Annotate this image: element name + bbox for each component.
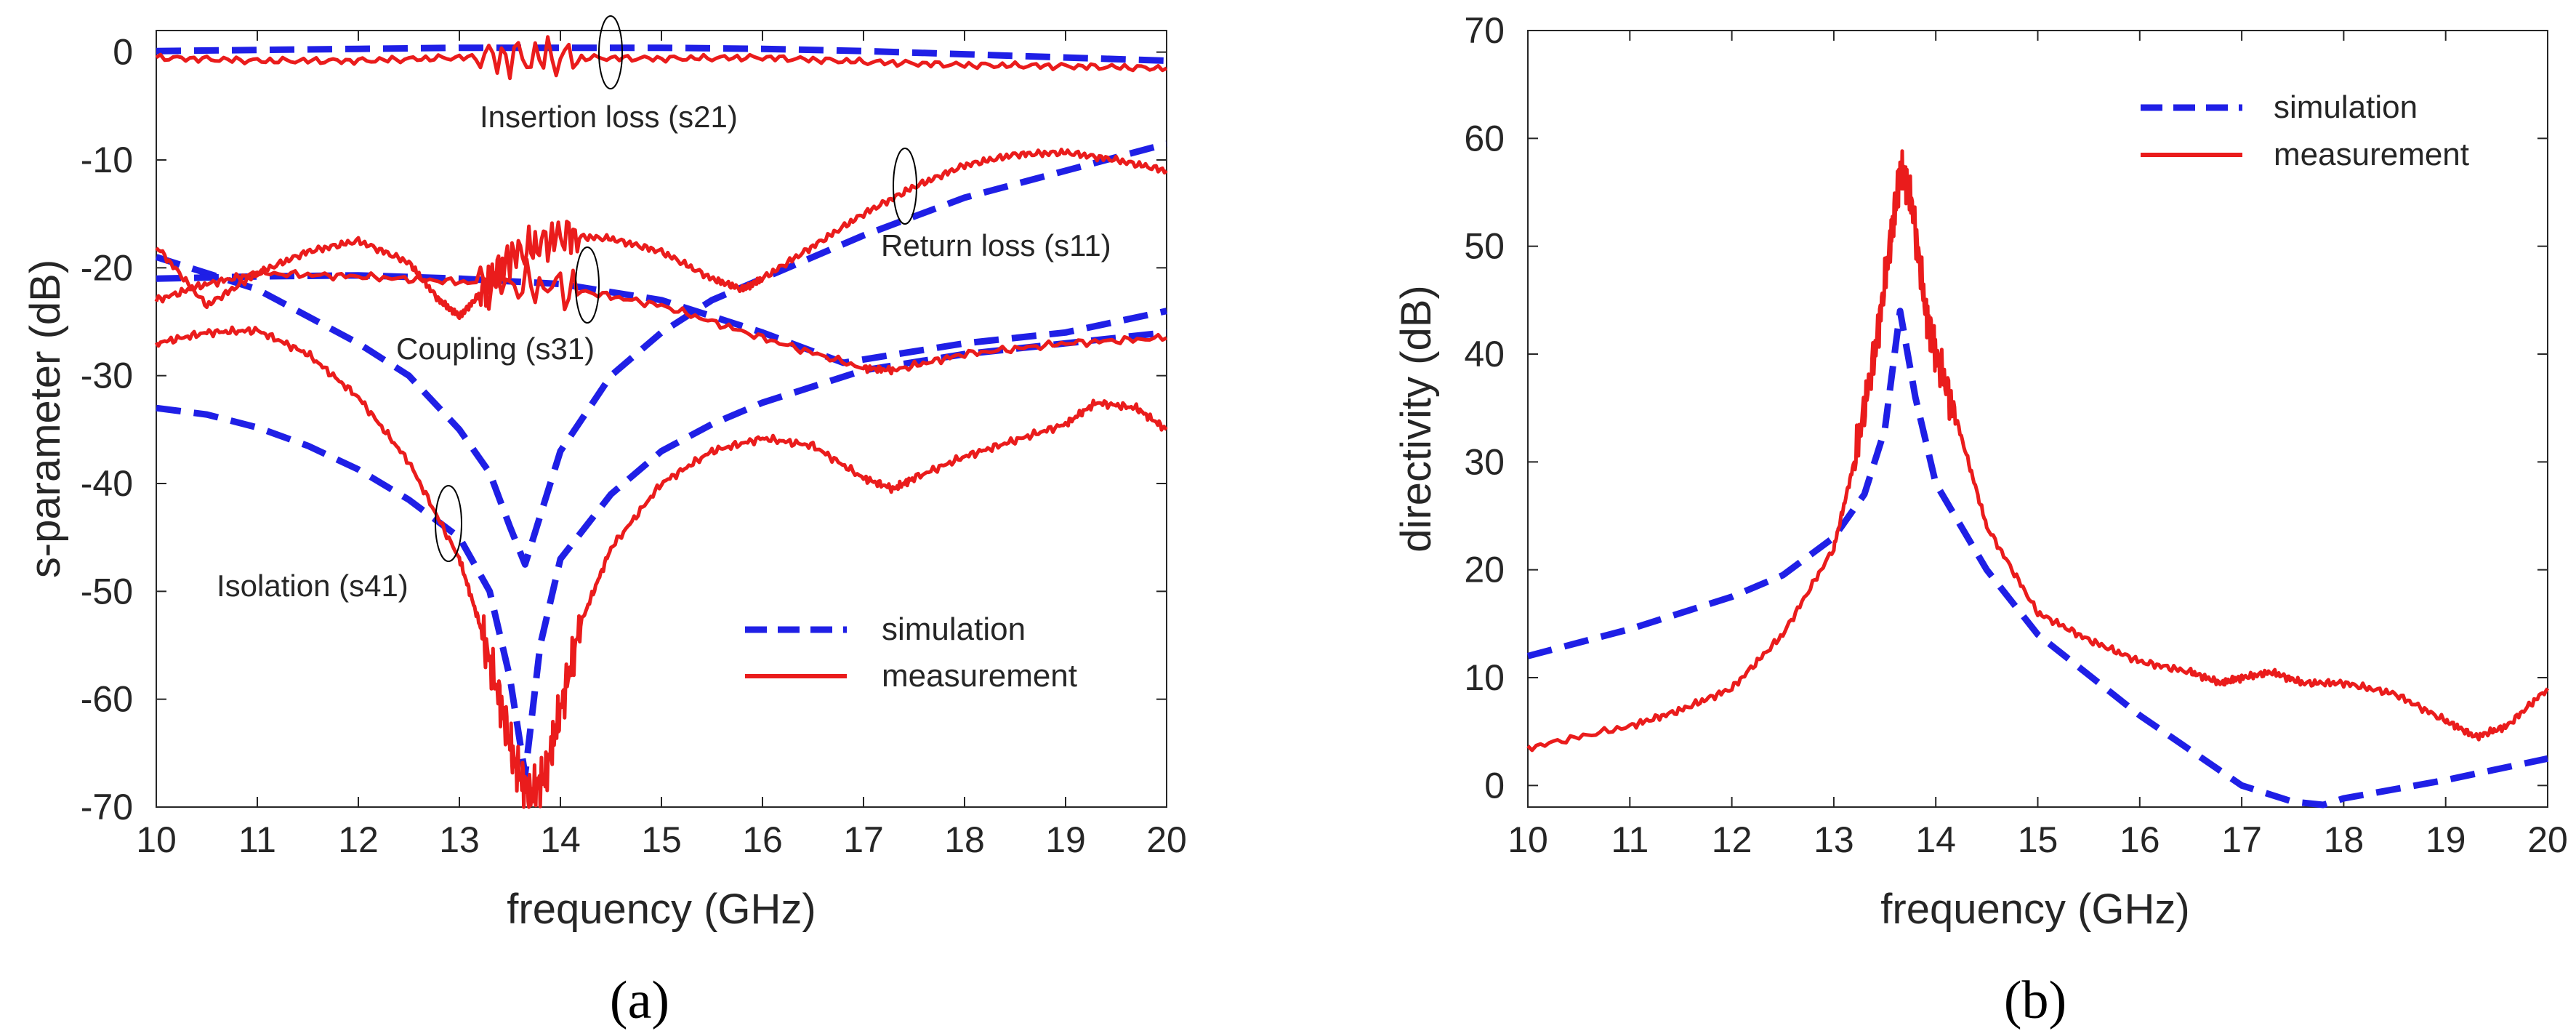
y-tick-label: -70 [81, 787, 133, 827]
tick-marks [1527, 30, 2548, 807]
panel-label-b: (b) [2004, 971, 2066, 1030]
y-tick-label: 40 [1464, 334, 1505, 374]
series-lines [154, 35, 1168, 809]
series-line-simulation [1526, 308, 2548, 809]
chart-panel-a: 10 11 12 13 14 15 16 17 18 19 20 0 -10 -20 -30 -40 -50 -6… [22, 15, 1187, 1030]
legend-label-simulation: simulation [882, 611, 1026, 647]
series-line-measurement-s31 [154, 257, 1168, 376]
x-tick-label: 16 [2120, 819, 2160, 860]
y-tick-label: -20 [81, 247, 133, 288]
legend-label-measurement: measurement [2274, 137, 2469, 172]
y-tick-label: -50 [81, 571, 133, 611]
x-tick-label: 18 [2324, 819, 2364, 860]
x-tick-label: 11 [1611, 819, 1649, 860]
legend: simulation measurement [745, 611, 1077, 694]
x-tick-label: 14 [1915, 819, 1956, 860]
annotation-ellipse-s41 [435, 485, 462, 562]
series-line-simulation-s21 [156, 44, 1167, 64]
y-tick-label: 0 [1484, 765, 1505, 806]
x-tick-label: 16 [742, 819, 783, 860]
annotation-ellipse-s11 [893, 148, 917, 225]
x-tick-label: 13 [1814, 819, 1854, 860]
x-tick-label: 15 [641, 819, 682, 860]
legend: simulation measurement [2141, 89, 2469, 172]
x-tick-label: 12 [1712, 819, 1752, 860]
x-tick-label: 10 [1508, 819, 1548, 860]
annotation-s31: Coupling (s31) [396, 332, 595, 366]
series-line-measurement-s21 [155, 35, 1168, 81]
x-tick-label: 10 [136, 819, 177, 860]
x-axis-label: frequency (GHz) [1880, 886, 2189, 933]
x-tick-label: 18 [944, 819, 985, 860]
annotation-ellipse-s31 [575, 246, 600, 324]
annotation-s41: Isolation (s41) [217, 569, 408, 603]
y-tick-label: 0 [113, 32, 133, 73]
y-axis-label: s-parameter (dB) [22, 260, 69, 578]
legend-label-measurement: measurement [882, 658, 1077, 694]
y-axis-label: directivity (dB) [1393, 285, 1440, 552]
series-line-simulation-s41 [156, 329, 1167, 778]
x-tick-label: 20 [1146, 819, 1187, 860]
legend-label-simulation: simulation [2274, 89, 2418, 125]
series-line-measurement-s11 [155, 148, 1168, 321]
x-tick-label: 11 [238, 819, 276, 860]
series-line-measurement-s41 [154, 325, 1168, 809]
y-tick-label: -30 [81, 356, 133, 396]
series-line-simulation-s31 [156, 272, 1167, 366]
y-tick-label: 60 [1464, 118, 1505, 159]
annotation-s11: Return loss (s11) [881, 228, 1111, 262]
y-tick-label: 70 [1464, 10, 1505, 51]
x-tick-label: 17 [843, 819, 884, 860]
y-tick-label: -10 [81, 140, 133, 180]
tick-labels: 10 11 12 13 14 15 16 17 18 19 20 0 -10 -20 -30 -40 -50 -6… [81, 32, 1187, 860]
annotations: Insertion loss (s21) Return loss (s11) C… [217, 15, 1111, 603]
series-line-measurement [1526, 149, 2550, 753]
y-tick-label: 30 [1464, 441, 1505, 482]
y-tick-label: 10 [1464, 657, 1505, 698]
x-tick-label: 20 [2527, 819, 2568, 860]
series-line-simulation-s11 [155, 140, 1168, 568]
panel-label-a: (a) [610, 971, 669, 1030]
x-tick-label: 17 [2221, 819, 2262, 860]
y-tick-label: -40 [81, 463, 133, 504]
series-lines [1526, 149, 2550, 809]
y-tick-label: 20 [1464, 550, 1505, 590]
x-tick-label: 19 [2426, 819, 2466, 860]
x-tick-label: 15 [2018, 819, 2058, 860]
x-tick-label: 13 [439, 819, 480, 860]
x-axis-label: frequency (GHz) [507, 886, 816, 933]
x-tick-label: 14 [540, 819, 581, 860]
tick-marks [156, 31, 1167, 808]
y-tick-label: -60 [81, 679, 133, 720]
x-tick-label: 12 [338, 819, 379, 860]
annotation-s21: Insertion loss (s21) [480, 100, 738, 134]
annotation-ellipse-s21 [598, 15, 623, 89]
y-tick-label: 50 [1464, 226, 1505, 267]
x-tick-label: 19 [1045, 819, 1086, 860]
